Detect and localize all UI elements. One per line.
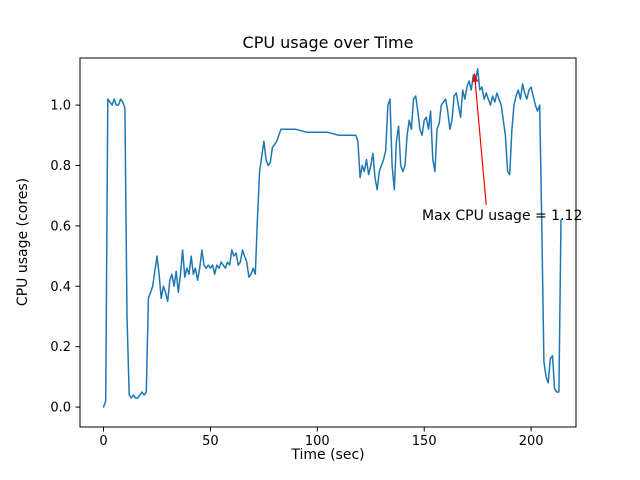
y-tick-label: 0.2	[50, 340, 71, 355]
y-tick-label: 0.6	[50, 219, 71, 234]
x-axis-label: Time (sec)	[290, 447, 364, 463]
y-tick-label: 0.8	[50, 159, 71, 174]
axes-frame	[79, 57, 577, 428]
x-tick-label: 150	[412, 434, 437, 449]
y-tick-label: 0.0	[50, 401, 71, 416]
x-tick-label: 100	[305, 434, 330, 449]
chart-title: CPU usage over Time	[243, 33, 414, 52]
y-tick-label: 0.4	[50, 280, 71, 295]
y-axis-label: CPU usage (cores)	[15, 178, 31, 306]
chart-dynamic-layer: 0 50 100 150 200 0.0 0.2 0.4 0.6 0.8 1.0	[50, 57, 577, 449]
x-tick-label: 50	[202, 434, 219, 449]
x-tick-label: 200	[519, 434, 544, 449]
cpu-usage-line	[102, 68, 562, 408]
max-annotation-label: Max CPU usage = 1.12	[422, 208, 582, 224]
y-tick-label: 1.0	[50, 99, 71, 114]
annotation-arrow-head	[472, 73, 479, 83]
x-tick-label: 0	[99, 434, 107, 449]
annotation-arrow-shaft	[473, 73, 487, 205]
